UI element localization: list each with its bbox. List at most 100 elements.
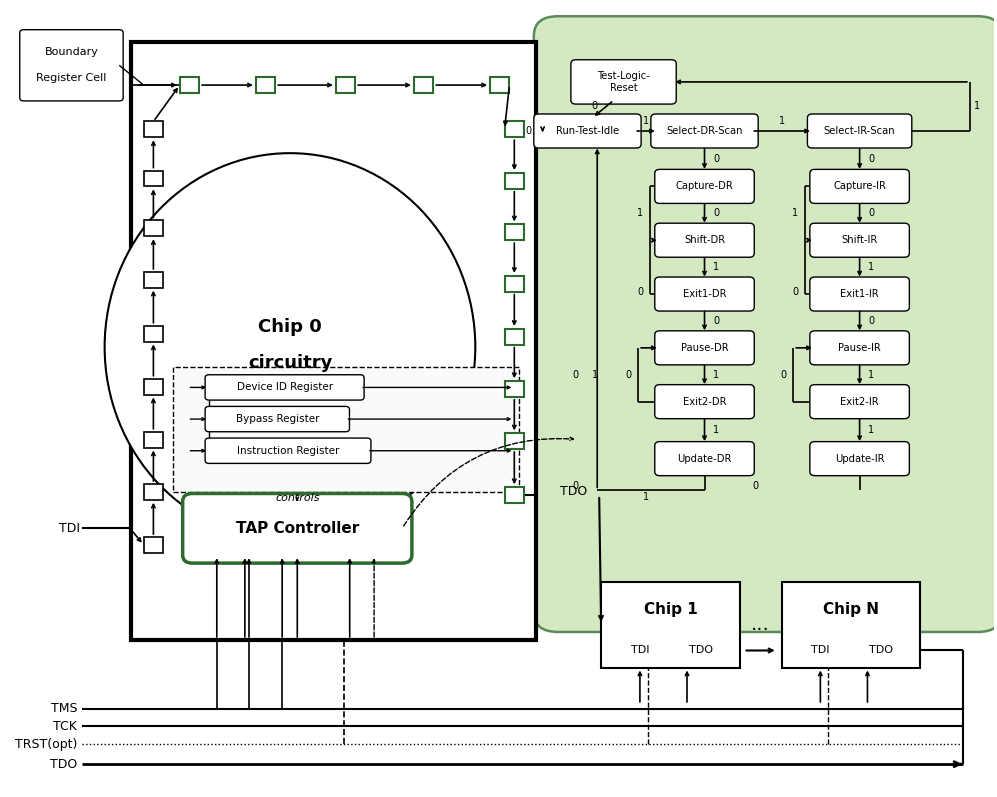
Text: 1: 1 [643,492,649,501]
FancyBboxPatch shape [810,331,909,365]
Text: Capture-DR: Capture-DR [676,182,734,191]
Text: 0: 0 [753,481,759,491]
FancyBboxPatch shape [810,277,909,311]
Text: Exit1-DR: Exit1-DR [683,289,726,299]
Text: 1: 1 [713,425,719,435]
Text: Chip 0: Chip 0 [258,318,322,336]
FancyBboxPatch shape [205,438,371,463]
Bar [504,329,524,344]
Text: Pause-DR: Pause-DR [681,343,729,353]
Text: TAP Controller: TAP Controller [235,520,359,536]
Text: Chip N: Chip N [823,602,878,617]
Text: Shift-DR: Shift-DR [684,235,725,245]
Text: controls: controls [275,493,319,503]
Text: 0: 0 [868,208,874,218]
Text: TDO: TDO [689,646,713,655]
Text: 0: 0 [868,154,874,163]
FancyBboxPatch shape [655,223,755,257]
FancyBboxPatch shape [655,385,755,418]
FancyBboxPatch shape [651,114,758,148]
Text: Update-IR: Update-IR [834,453,884,464]
Bar [144,272,164,288]
Text: 1: 1 [637,208,643,218]
Bar [144,221,164,236]
Bar [144,171,164,186]
Text: Exit2-DR: Exit2-DR [683,397,726,406]
Text: 1: 1 [793,208,799,218]
FancyBboxPatch shape [810,442,909,476]
Text: Chip 1: Chip 1 [643,602,697,617]
FancyBboxPatch shape [808,114,912,148]
Bar [144,121,164,137]
FancyBboxPatch shape [655,331,755,365]
FancyBboxPatch shape [182,493,412,563]
Text: 0: 0 [591,100,597,111]
FancyBboxPatch shape [533,16,997,632]
Text: Select-IR-Scan: Select-IR-Scan [824,126,895,136]
Text: Register Cell: Register Cell [36,73,107,83]
Text: Run-Test-Idle: Run-Test-Idle [556,126,619,136]
Text: Device ID Register: Device ID Register [236,383,333,392]
Bar [782,582,920,668]
Text: 1: 1 [643,116,649,126]
Text: 1: 1 [713,370,719,379]
Text: Capture-IR: Capture-IR [833,182,886,191]
Bar [144,326,164,342]
Ellipse shape [105,153,476,541]
Text: Instruction Register: Instruction Register [237,446,339,456]
Text: 0: 0 [781,370,787,379]
Bar [504,381,524,397]
Bar [131,42,535,640]
FancyBboxPatch shape [205,406,350,432]
Text: 0: 0 [524,126,531,136]
Text: circuitry: circuitry [248,354,332,372]
FancyBboxPatch shape [810,385,909,418]
Text: 0: 0 [713,208,719,218]
FancyBboxPatch shape [655,170,755,203]
Bar [504,434,524,450]
FancyBboxPatch shape [655,442,755,476]
Text: Exit2-IR: Exit2-IR [840,397,879,406]
Text: 0: 0 [572,370,579,379]
Text: 1: 1 [779,116,785,126]
Bar [144,484,164,500]
Bar [179,77,199,93]
Bar [414,77,434,93]
Bar [490,77,509,93]
Text: ...: ... [751,615,770,634]
FancyBboxPatch shape [810,223,909,257]
Bar [504,225,524,240]
Text: 0: 0 [572,481,579,491]
Bar [256,77,275,93]
FancyBboxPatch shape [571,60,676,104]
Text: TDO: TDO [560,485,587,497]
Text: TRST(opt): TRST(opt) [15,738,78,751]
FancyBboxPatch shape [533,114,641,148]
Text: Update-DR: Update-DR [677,453,732,464]
Text: Test-Logic-
Reset: Test-Logic- Reset [597,71,650,92]
Text: 0: 0 [868,316,874,326]
Text: Exit1-IR: Exit1-IR [840,289,879,299]
Bar [336,77,355,93]
Bar [504,276,524,292]
Text: Pause-IR: Pause-IR [838,343,881,353]
Text: 0: 0 [713,316,719,326]
Text: 0: 0 [793,287,799,296]
Text: TDI: TDI [631,646,649,655]
Text: TDI: TDI [812,646,830,655]
Text: 0: 0 [713,154,719,163]
FancyBboxPatch shape [655,277,755,311]
Text: 1: 1 [713,262,719,272]
Bar [601,582,740,668]
Bar [144,537,164,553]
Text: 1: 1 [974,101,980,112]
Text: 1: 1 [868,425,874,435]
Text: TDO: TDO [50,758,78,771]
Text: TDI: TDI [59,522,80,535]
Text: 0: 0 [637,287,643,296]
Text: 1: 1 [868,262,874,272]
Bar [172,367,519,492]
Text: 1: 1 [592,370,598,379]
Bar [504,487,524,503]
FancyBboxPatch shape [20,29,124,101]
